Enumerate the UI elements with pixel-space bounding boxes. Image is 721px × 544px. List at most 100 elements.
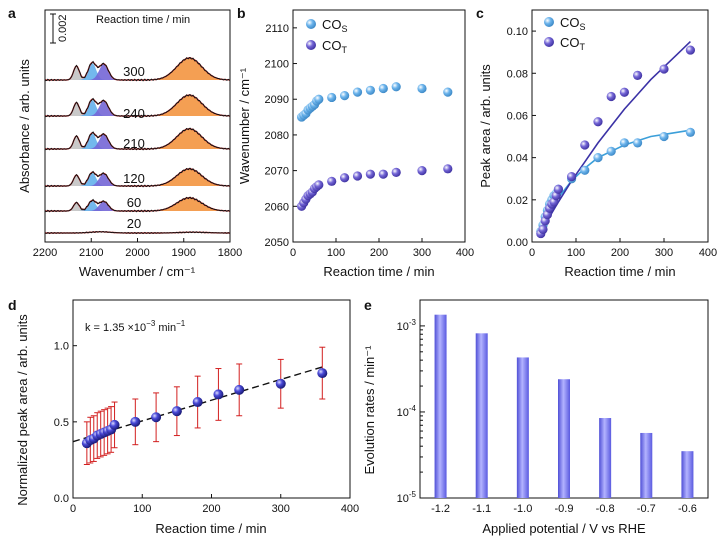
data-point bbox=[109, 419, 120, 430]
y-tick-label: 2100 bbox=[265, 59, 289, 71]
data-point-co-t bbox=[352, 171, 363, 181]
data-point-co-s bbox=[391, 82, 401, 92]
data-point-co-s bbox=[340, 91, 350, 101]
data-point-co-s bbox=[378, 83, 388, 94]
x-tick-label: 2100 bbox=[79, 247, 103, 259]
panel-b-frame bbox=[292, 9, 466, 243]
x-tick-label: 2200 bbox=[33, 247, 57, 259]
y-tick-label: 2110 bbox=[265, 23, 289, 35]
x-tick-label: 200 bbox=[370, 247, 388, 259]
x-tick-label: 400 bbox=[456, 247, 474, 259]
legend-label-co-t: COT bbox=[560, 35, 586, 52]
data-point-co-t bbox=[619, 87, 630, 97]
measured-spectrum bbox=[44, 94, 231, 118]
data-point bbox=[275, 378, 286, 389]
data-point-co-t bbox=[685, 45, 696, 55]
gaussian-component-orange bbox=[45, 128, 230, 149]
data-point-co-t bbox=[659, 64, 669, 74]
data-point bbox=[213, 389, 224, 400]
x-tick-label: 1900 bbox=[172, 247, 196, 259]
x-tick-label: -0.9 bbox=[555, 503, 574, 515]
data-point bbox=[151, 412, 162, 423]
trace-label-240: 240 bbox=[123, 106, 145, 121]
data-point-co-s bbox=[443, 87, 453, 97]
x-tick-label: 400 bbox=[699, 247, 717, 259]
spectrum-trace-300: 300 bbox=[44, 56, 231, 82]
y-tick-label: 0.10 bbox=[507, 26, 528, 38]
x-tick-label: 2000 bbox=[125, 247, 149, 259]
panel-label-d: d bbox=[8, 297, 17, 313]
trace-label-300: 300 bbox=[123, 64, 145, 79]
data-point-co-t bbox=[580, 140, 590, 150]
gaussian-component-co-s bbox=[45, 173, 230, 186]
x-tick-label: -0.7 bbox=[637, 503, 656, 515]
data-point-co-s bbox=[633, 138, 643, 148]
bar--0.6 bbox=[681, 451, 694, 498]
panel-c-frame bbox=[531, 9, 709, 243]
trace-label-60: 60 bbox=[127, 195, 141, 210]
measured-spectrum bbox=[44, 196, 231, 213]
data-point-co-t bbox=[443, 164, 453, 174]
data-point-co-s bbox=[593, 153, 603, 163]
panel-c-xlabel: Reaction time / min bbox=[564, 264, 675, 279]
x-tick-label: 0 bbox=[529, 247, 535, 259]
panel-e-xlabel: Applied potential / V vs RHE bbox=[482, 521, 646, 536]
data-point-co-s bbox=[606, 146, 616, 156]
legend-marker-co-s bbox=[544, 17, 554, 27]
legend-marker-co-t bbox=[306, 40, 316, 50]
x-tick-label: 200 bbox=[611, 247, 629, 259]
data-point-co-t bbox=[340, 173, 350, 183]
panel-label-a: a bbox=[8, 5, 16, 21]
data-point bbox=[317, 368, 328, 379]
panel-d: 0 100 200 300 400 0.0 0.5 1.0 k = 1.35 ×10−3 mi… bbox=[15, 299, 359, 536]
x-tick-label: 200 bbox=[202, 503, 220, 515]
y-tick-label: 2070 bbox=[265, 166, 289, 178]
spectrum-trace-120: 120 bbox=[44, 167, 231, 188]
panel-e-ylabel: Evolution rates / min⁻¹ bbox=[362, 345, 377, 475]
panel-label-b: b bbox=[237, 5, 246, 21]
bar--1.0 bbox=[516, 357, 529, 498]
gaussian-component-co-s bbox=[45, 63, 230, 80]
x-tick-label: -1.2 bbox=[431, 503, 450, 515]
panel-a: Reaction time / min 0.002 20 60 120 210 240 3… bbox=[17, 9, 242, 279]
rate-constant-annotation: k = 1.35 ×10−3 min−1 bbox=[85, 319, 186, 334]
data-point-co-t bbox=[606, 91, 616, 102]
x-tick-label: -1.1 bbox=[472, 503, 491, 515]
data-point-co-t bbox=[553, 184, 564, 194]
data-point-co-s bbox=[314, 94, 324, 104]
data-point-co-s bbox=[619, 138, 630, 148]
measured-spectrum bbox=[44, 167, 231, 188]
x-tick-label: 100 bbox=[327, 247, 345, 259]
y-tick-label: 2050 bbox=[265, 237, 289, 249]
gaussian-component-orange bbox=[45, 197, 230, 211]
data-point-co-t bbox=[538, 224, 548, 234]
y-tick-label: 0.0 bbox=[54, 493, 69, 505]
x-tick-label: 300 bbox=[272, 503, 290, 515]
x-tick-label: 1800 bbox=[218, 247, 242, 259]
panel-e: 10-3 10-4 10-5 -1.2 -1.1 -1.0 -0.9 -0.8 -0.7 -0.6… bbox=[362, 299, 709, 536]
panel-a-title: Reaction time / min bbox=[96, 14, 190, 26]
panel-a-xlabel: Wavenumber / cm⁻¹ bbox=[79, 264, 196, 279]
y-tick-label: 0.06 bbox=[507, 110, 528, 122]
y-tick-label: 0.5 bbox=[54, 417, 69, 429]
measured-spectrum bbox=[44, 56, 231, 82]
x-tick-label: -1.0 bbox=[513, 503, 532, 515]
data-point-co-t bbox=[567, 172, 577, 182]
y-tick-label: 0.02 bbox=[507, 195, 528, 207]
data-point-co-t bbox=[391, 167, 401, 177]
gaussian-component-co-s bbox=[45, 133, 230, 149]
y-tick-label: 0.00 bbox=[507, 237, 528, 249]
panel-d-xlabel: Reaction time / min bbox=[155, 521, 266, 536]
x-tick-label: 100 bbox=[567, 247, 585, 259]
x-tick-label: 100 bbox=[133, 503, 151, 515]
x-tick-label: -0.8 bbox=[596, 503, 615, 515]
x-tick-label: 0 bbox=[70, 503, 76, 515]
data-point-co-s bbox=[685, 127, 696, 137]
y-tick-label: 10-5 bbox=[397, 490, 417, 505]
legend-marker-co-s bbox=[306, 19, 316, 29]
data-point-co-t bbox=[633, 70, 643, 80]
panel-c-ylabel: Peak area / arb. units bbox=[478, 64, 493, 188]
spectrum-trace-210: 210 bbox=[44, 127, 231, 151]
panel-b-xlabel: Reaction time / min bbox=[323, 264, 434, 279]
